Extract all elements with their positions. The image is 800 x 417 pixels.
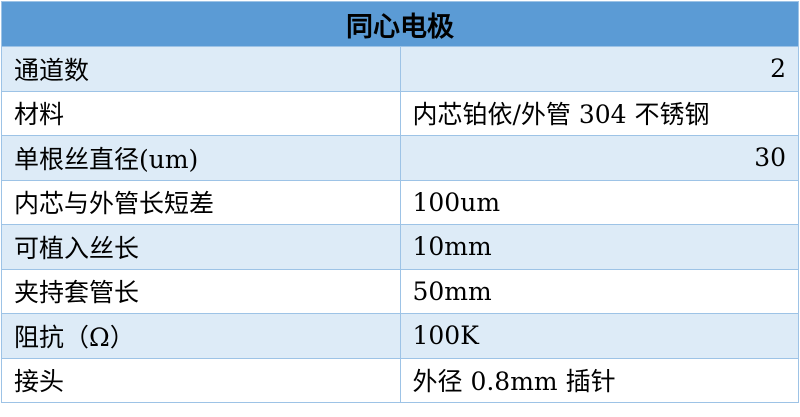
row-label: 通道数	[1, 46, 401, 92]
table-row: 夹持套管长 50mm	[1, 268, 799, 314]
table-row: 单根丝直径(um) 30	[1, 135, 799, 181]
table-row: 阻抗（Ω） 100K	[1, 313, 799, 359]
row-value: 100um	[399, 179, 799, 225]
row-label: 材料	[1, 90, 401, 136]
row-value: 30	[399, 135, 799, 181]
row-label: 单根丝直径(um)	[1, 135, 401, 181]
spec-table: 同心电极 通道数 2 材料 内芯铂依/外管 304 不锈钢 单根丝直径(um) 30 内芯与…	[1, 1, 799, 403]
table-body: 通道数 2 材料 内芯铂依/外管 304 不锈钢 单根丝直径(um) 30 内芯与外管长短差…	[1, 46, 799, 403]
row-label: 接头	[1, 357, 401, 403]
header-row: 同心电极	[1, 1, 799, 47]
table-title: 同心电极	[1, 1, 799, 47]
row-label: 可植入丝长	[1, 224, 401, 270]
table-row: 内芯与外管长短差 100um	[1, 179, 799, 225]
row-value: 100K	[399, 313, 799, 359]
row-value: 外径 0.8mm 插针	[399, 357, 799, 403]
row-label: 阻抗（Ω）	[1, 313, 401, 359]
table-row: 可植入丝长 10mm	[1, 224, 799, 270]
row-value: 10mm	[399, 224, 799, 270]
table-row: 材料 内芯铂依/外管 304 不锈钢	[1, 90, 799, 136]
row-label: 内芯与外管长短差	[1, 179, 401, 225]
table-row: 通道数 2	[1, 46, 799, 92]
row-value: 50mm	[399, 268, 799, 314]
row-label: 夹持套管长	[1, 268, 401, 314]
table-row: 接头 外径 0.8mm 插针	[1, 357, 799, 403]
row-value: 2	[399, 46, 799, 92]
row-value: 内芯铂依/外管 304 不锈钢	[399, 90, 799, 136]
